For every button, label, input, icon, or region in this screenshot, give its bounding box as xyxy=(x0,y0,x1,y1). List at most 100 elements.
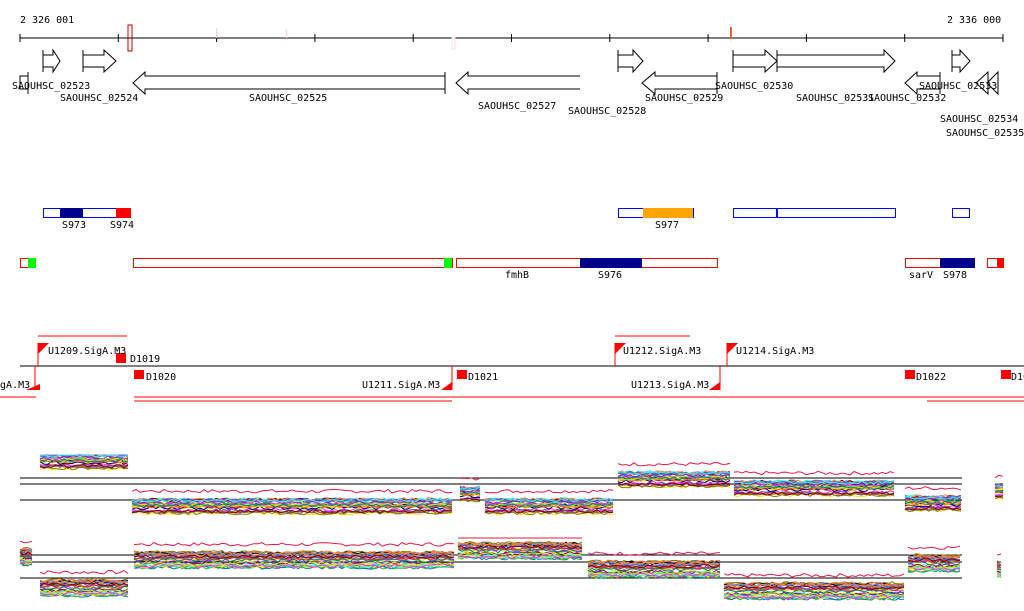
expression-trace xyxy=(907,545,961,550)
expression-trace xyxy=(39,588,129,594)
expression-trace xyxy=(457,548,583,554)
expression-trace xyxy=(904,486,962,491)
promoter-flag-icon xyxy=(727,343,738,354)
gene-label[interactable]: SAOUHSC_02530 xyxy=(715,81,793,92)
segment-S976[interactable] xyxy=(580,258,642,268)
gene-label[interactable]: SAOUHSC_02535 xyxy=(946,128,1024,139)
position-marker xyxy=(730,27,732,39)
gene-label[interactable]: SAOUHSC_02529 xyxy=(645,93,723,104)
expression-trace xyxy=(617,480,731,486)
gene-label[interactable]: SAOUHSC_02524 xyxy=(60,93,138,104)
promoter-flag-icon xyxy=(709,382,720,390)
expression-trace xyxy=(133,556,455,561)
expression-trace xyxy=(733,470,895,476)
segment-label: fmhB xyxy=(505,270,529,281)
segment-S977[interactable] xyxy=(643,208,693,218)
promoter-label[interactable]: U1212.SigA.M3 xyxy=(623,346,701,357)
expression-trace xyxy=(19,561,33,564)
gene-track: SAOUHSC_02523 SAOUHSC_02524 SAOUHSC_0252… xyxy=(12,48,1024,139)
expression-trace xyxy=(39,464,129,469)
segment-box[interactable] xyxy=(952,208,970,218)
segment-label: S974 xyxy=(110,220,134,231)
expression-trace xyxy=(907,555,961,561)
expression-trace xyxy=(484,497,614,503)
gene-arrow-02535 xyxy=(975,70,999,96)
segment-label: S973 xyxy=(62,220,86,231)
promoter-flag-icon xyxy=(615,343,626,354)
expression-panel-2 xyxy=(19,537,1002,601)
terminator-label[interactable]: D1021 xyxy=(468,372,498,383)
segment-mark xyxy=(776,208,778,218)
gene-arrow-02533 xyxy=(951,48,971,74)
segment-mark xyxy=(28,258,36,268)
gene-label[interactable]: SAOUHSC_02523 xyxy=(12,81,90,92)
segment-box[interactable] xyxy=(133,258,453,268)
gene-label[interactable]: SAOUHSC_02527 xyxy=(478,101,556,112)
marker xyxy=(286,29,287,38)
ruler-start-label: 2 326 001 xyxy=(20,15,74,26)
expression-trace xyxy=(19,548,33,552)
expression-trace xyxy=(724,588,905,593)
gene-label[interactable]: SAOUHSC_02531 xyxy=(796,93,874,104)
terminator-icon xyxy=(1001,370,1011,379)
expression-trace xyxy=(131,497,453,503)
expression-trace xyxy=(460,477,481,481)
terminator-label[interactable]: D10 xyxy=(1011,372,1024,383)
promoter-track: U1209.SigA.M3 D1019 D1020 U1211.SigA.M3 … xyxy=(0,335,1024,402)
gene-label[interactable]: SAOUHSC_02528 xyxy=(568,106,646,117)
expression-trace xyxy=(996,564,1002,568)
expression-trace xyxy=(617,470,731,476)
gene-arrow-02527 xyxy=(455,70,580,96)
gene-label[interactable]: SAOUHSC_02532 xyxy=(868,93,946,104)
expression-trace xyxy=(723,581,905,587)
expression-trace xyxy=(133,551,455,557)
promoter-label[interactable]: SigA.M3 xyxy=(0,380,30,391)
expression-trace xyxy=(587,564,721,570)
gene-label[interactable]: SAOUHSC_02534 xyxy=(940,114,1018,125)
expression-trace xyxy=(994,474,1004,479)
expression-trace xyxy=(996,561,1002,565)
segment-S974[interactable] xyxy=(116,208,131,218)
expression-trace xyxy=(19,558,33,563)
expression-trace xyxy=(996,573,1002,578)
expression-trace xyxy=(459,497,481,502)
expression-trace xyxy=(133,560,455,566)
segment-S973[interactable] xyxy=(60,208,83,218)
segment-mark xyxy=(997,258,1003,268)
terminator-label[interactable]: D1022 xyxy=(916,372,946,383)
promoter-label[interactable]: U1209.SigA.M3 xyxy=(48,346,126,357)
expression-trace xyxy=(907,557,961,563)
expression-trace xyxy=(39,585,129,591)
gene-arrows[interactable] xyxy=(19,48,999,96)
expression-trace xyxy=(484,509,614,514)
promoter-label[interactable]: U1211.SigA.M3 xyxy=(362,380,440,391)
expression-trace xyxy=(587,570,721,576)
segment-box[interactable] xyxy=(987,258,1004,268)
position-marker[interactable] xyxy=(127,24,133,52)
expression-trace xyxy=(39,454,129,458)
expression-trace xyxy=(907,564,961,569)
expression-trace xyxy=(19,555,33,559)
expression-trace xyxy=(907,557,961,561)
expression-trace xyxy=(587,563,721,569)
gene-label[interactable]: SAOUHSC_02525 xyxy=(249,93,327,104)
expression-trace xyxy=(723,591,905,597)
terminator-label[interactable]: D1019 xyxy=(130,354,160,365)
expression-trace xyxy=(131,504,453,509)
expression-trace xyxy=(457,551,583,557)
gene-arrow-02530 xyxy=(732,48,778,74)
terminator-label[interactable]: D1020 xyxy=(146,372,176,383)
expression-trace xyxy=(133,557,455,563)
expression-trace xyxy=(907,566,961,571)
promoter-label[interactable]: U1214.SigA.M3 xyxy=(736,346,814,357)
segment-box[interactable] xyxy=(733,208,896,218)
expression-trace xyxy=(587,561,721,567)
coordinate-ruler: 2 326 001 2 336 000 xyxy=(19,15,1004,52)
segment-S978[interactable] xyxy=(940,258,975,268)
expression-trace xyxy=(723,595,905,601)
gene-label[interactable]: SAOUHSC_02533 xyxy=(919,81,997,92)
promoter-label[interactable]: U1213.SigA.M3 xyxy=(631,380,709,391)
expression-trace xyxy=(459,486,481,491)
expression-trace xyxy=(617,461,731,467)
